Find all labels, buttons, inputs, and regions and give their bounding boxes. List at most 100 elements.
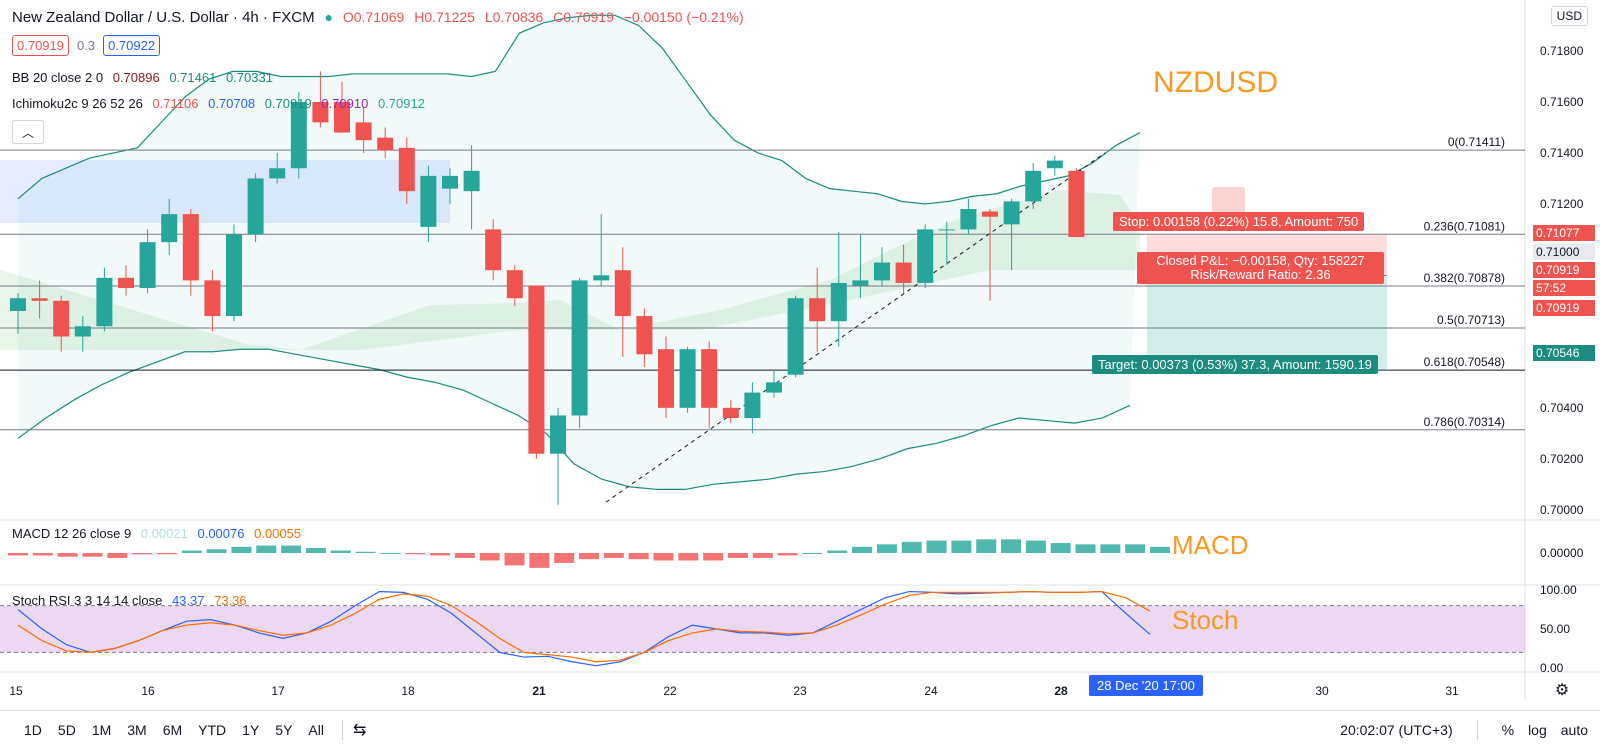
macd-hist-bar [8, 553, 28, 556]
macd-annotation[interactable]: MACD [1172, 530, 1249, 560]
candle-body [1025, 170, 1042, 202]
candle-body [679, 349, 696, 408]
bid-ask-panel: 0.70919 0.3 0.70922 [12, 35, 161, 56]
macd-hist-bar [156, 553, 177, 555]
range-6m[interactable]: 6M [162, 721, 183, 738]
stop-label[interactable]: Stop: 0.00158 (0.22%) 15.8, Amount: 750 [1113, 212, 1365, 231]
candle-body [247, 178, 264, 235]
pnl-text: Closed P&L: −0.00158, Qty: 158227 [1156, 253, 1365, 268]
macd-hist-bar [852, 546, 873, 553]
candle-body [161, 214, 178, 243]
ichimoku-v5: 0.70912 [377, 96, 425, 111]
bottom-toolbar: 1D 5D 1M 3M 6M YTD 1Y 5Y All ⇆ 20:02:07 … [0, 710, 1600, 748]
time-tick-label: 22 [663, 684, 677, 698]
macd-hist-bar [1025, 540, 1046, 553]
stoch-k-line [17, 590, 1151, 667]
candle-body [917, 229, 934, 283]
fib-label: 0.786(0.70314) [1424, 415, 1505, 429]
macd-hist-bar [1001, 539, 1022, 553]
bb-legend[interactable]: BB 20 close 2 0 0.70896 0.71461 0.70331 [12, 70, 279, 85]
candle-body [614, 270, 631, 317]
buy-price-button[interactable]: 0.70922 [103, 35, 161, 56]
macd-hist-bar [529, 553, 550, 568]
price-tick-label: 0.71400 [1540, 146, 1584, 160]
stoch-k-value: 43.37 [171, 593, 205, 608]
risk-reward-text: Risk/Reward Ratio: 2.36 [1190, 267, 1331, 282]
log-toggle[interactable]: log [1528, 721, 1547, 738]
macd-hist-bar [132, 553, 153, 555]
candle-body [722, 407, 739, 419]
macd-hist-bar [305, 548, 326, 553]
candle-body [398, 147, 415, 192]
fib-label: 0.618(0.70548) [1424, 355, 1505, 369]
candle-body [226, 234, 242, 317]
macd-hist-bar [603, 553, 624, 558]
macd-hist-bar [901, 541, 922, 553]
candle-body [766, 382, 782, 393]
range-1m[interactable]: 1M [91, 721, 112, 738]
chevron-up-icon: ︿ [21, 125, 34, 140]
stoch-d-value: 73.36 [214, 593, 247, 608]
ichimoku-v4: 0.70910 [321, 96, 369, 111]
candle-body [139, 242, 156, 289]
macd-legend[interactable]: MACD 12 26 close 9 0.00021 0.00076 0.000… [12, 526, 307, 541]
range-1y[interactable]: 1Y [242, 721, 260, 738]
stoch-tick-label: 50.00 [1540, 622, 1570, 636]
candle-body [312, 101, 329, 123]
stoch-name: Stoch RSI 3 3 14 14 close [12, 593, 163, 608]
macd-hist-bar [802, 553, 823, 554]
macd-hist-bar [777, 553, 798, 556]
macd-hist-bar [579, 553, 599, 560]
range-3m[interactable]: 3M [127, 721, 147, 738]
percent-toggle[interactable]: % [1501, 721, 1515, 738]
macd-hist-bar [628, 553, 649, 560]
fib-label: 0.236(0.71081) [1424, 219, 1505, 233]
macd-hist-bar [479, 553, 500, 561]
time-tick-label: 30 [1315, 684, 1329, 698]
macd-hist-bar [107, 553, 128, 558]
candle-body [334, 101, 350, 133]
price-tag-stop: 0.71077 [1533, 225, 1595, 241]
candle-body [852, 280, 869, 286]
pair-annotation[interactable]: NZDUSD [1153, 66, 1278, 99]
pnl-label[interactable]: Closed P&L: −0.00158, Qty: 158227 Risk/R… [1137, 252, 1384, 284]
candle-body [787, 298, 804, 375]
collapse-legend-button[interactable]: ︿ [12, 120, 44, 144]
time-cursor-label: 28 Dec '20 17:00 [1089, 675, 1203, 696]
candle-body [485, 229, 502, 271]
macd-hist-bar [231, 546, 252, 553]
market-status-dot: ● [324, 9, 333, 25]
range-1d[interactable]: 1D [24, 721, 42, 738]
bb-lower-line [17, 348, 1131, 491]
candle-body [182, 214, 199, 281]
auto-toggle[interactable]: auto [1560, 721, 1588, 738]
macd-hist-bar [1100, 544, 1121, 553]
currency-badge[interactable]: USD [1550, 6, 1588, 26]
candle-body [463, 170, 480, 192]
price-tag-target: 0.70546 [1533, 345, 1595, 361]
macd-hist-bar [430, 553, 451, 556]
clock-display[interactable]: 20:02:07 (UTC+3) [1340, 721, 1453, 738]
ichimoku-v3: 0.70919 [264, 96, 312, 111]
ichimoku-v1: 0.71106 [152, 96, 199, 111]
ichimoku-legend[interactable]: Ichimoku2c 9 26 52 26 0.71106 0.70708 0.… [12, 96, 431, 111]
range-5d[interactable]: 5D [57, 721, 76, 738]
high-value: H0.71225 [414, 9, 475, 25]
sell-price-button[interactable]: 0.70919 [12, 35, 69, 56]
target-label[interactable]: Target: 0.00373 (0.53%) 37.3, Amount: 15… [1092, 355, 1378, 374]
range-all[interactable]: All [308, 721, 324, 738]
candle-body [290, 101, 307, 169]
time-tick-label: 18 [401, 684, 415, 698]
range-ytd[interactable]: YTD [198, 721, 227, 738]
date-range-icon[interactable]: ⇆ [352, 721, 367, 739]
candle-body [1003, 201, 1020, 225]
symbol-title[interactable]: New Zealand Dollar / U.S. Dollar · 4h · … [12, 9, 315, 26]
toolbar-divider [341, 719, 343, 740]
stoch-legend[interactable]: Stoch RSI 3 3 14 14 close 43.37 73.36 [12, 593, 253, 608]
bb-lower-value: 0.70331 [225, 70, 273, 85]
stoch-annotation[interactable]: Stoch [1172, 605, 1239, 635]
price-tag-entry: 0.70919 [1533, 300, 1595, 316]
ichimoku-name: Ichimoku2c 9 26 52 26 [12, 96, 143, 111]
candle-body [744, 392, 761, 419]
range-5y[interactable]: 5Y [275, 721, 293, 738]
